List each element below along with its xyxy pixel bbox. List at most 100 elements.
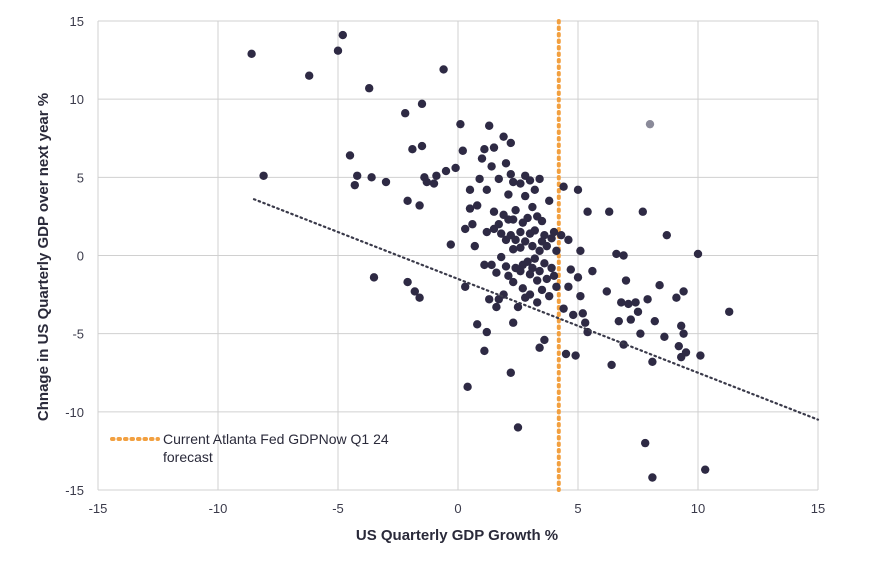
- y-tick-label: -15: [65, 483, 84, 498]
- data-point: [509, 245, 518, 254]
- data-point: [696, 351, 705, 360]
- data-point: [369, 273, 379, 282]
- data-point: [547, 263, 556, 273]
- data-point: [446, 240, 455, 249]
- data-point: [552, 282, 561, 291]
- data-point: [432, 171, 441, 180]
- data-point: [674, 341, 683, 351]
- data-point: [485, 121, 494, 130]
- data-point: [506, 368, 515, 377]
- data-point: [492, 268, 501, 277]
- y-tick-label: 5: [77, 170, 84, 185]
- data-point: [422, 177, 431, 187]
- data-point: [552, 246, 561, 256]
- data-point: [535, 343, 544, 352]
- data-point: [465, 185, 475, 195]
- data-point: [679, 329, 688, 338]
- data-point: [660, 332, 669, 341]
- data-point: [247, 49, 256, 59]
- data-point: [506, 138, 515, 148]
- data-point: [473, 201, 482, 210]
- data-point: [523, 213, 532, 223]
- x-tick-label: -15: [89, 501, 108, 516]
- data-point: [564, 282, 573, 291]
- data-point: [494, 220, 503, 229]
- data-point: [525, 176, 535, 185]
- data-point: [679, 287, 688, 296]
- data-point: [415, 293, 424, 302]
- data-point: [417, 99, 427, 109]
- data-point: [401, 109, 410, 118]
- gridlines: [97, 20, 819, 491]
- data-point: [528, 241, 537, 251]
- data-point: [403, 277, 412, 287]
- data-point: [367, 173, 376, 182]
- data-point: [648, 473, 657, 482]
- data-point: [475, 174, 484, 184]
- data-point: [602, 287, 611, 296]
- data-point: [408, 144, 417, 154]
- data-point: [509, 177, 518, 187]
- y-tick-label: -5: [72, 327, 84, 342]
- data-point: [516, 227, 525, 237]
- data-point: [545, 196, 554, 205]
- data-point: [487, 260, 496, 270]
- data-point: [638, 207, 647, 216]
- data-point: [528, 263, 537, 273]
- data-point: [345, 151, 355, 160]
- x-tick-label: 10: [691, 501, 705, 516]
- data-point: [477, 154, 487, 163]
- data-point: [516, 179, 525, 188]
- data-point: [513, 423, 523, 432]
- data-point: [509, 215, 518, 224]
- trendline-group: [252, 198, 820, 421]
- data-point: [621, 276, 631, 285]
- data-point: [501, 159, 511, 168]
- data-point: [468, 220, 477, 229]
- data-point: [540, 230, 549, 240]
- data-point: [540, 335, 549, 345]
- data-point: [631, 298, 640, 307]
- data-point: [501, 262, 511, 271]
- data-point: [549, 271, 559, 281]
- data-point: [617, 298, 626, 307]
- data-point: [461, 224, 470, 234]
- data-point: [559, 304, 568, 313]
- data-point: [650, 316, 659, 326]
- data-point: [530, 226, 539, 235]
- data-point: [480, 346, 489, 356]
- x-tick-label: -10: [209, 501, 228, 516]
- data-point: [381, 177, 391, 187]
- data-point: [439, 65, 448, 74]
- data-point: [504, 190, 513, 199]
- legend-label-line1: Current Atlanta Fed GDPNow Q1 24: [163, 431, 389, 447]
- data-point: [643, 295, 652, 304]
- x-tick-label: -5: [332, 501, 344, 516]
- data-point: [535, 266, 544, 276]
- data-point: [626, 315, 635, 324]
- data-point: [470, 241, 479, 251]
- data-point: [489, 207, 499, 216]
- data-point: [463, 382, 472, 392]
- data-point: [451, 163, 460, 173]
- data-point: [492, 302, 501, 312]
- data-point: [458, 146, 467, 155]
- data-point: [509, 318, 518, 327]
- data-point: [583, 207, 592, 216]
- y-tick-label: 15: [70, 14, 84, 29]
- data-point: [513, 302, 523, 312]
- data-point: [521, 191, 530, 201]
- data-point: [561, 349, 571, 359]
- data-point: [504, 271, 513, 281]
- data-point: [641, 438, 650, 448]
- data-point: [624, 299, 633, 309]
- data-point: [525, 290, 535, 299]
- data-point: [573, 185, 583, 195]
- data-point: [499, 132, 508, 141]
- data-point: [588, 266, 597, 276]
- data-point: [578, 309, 587, 318]
- data-point: [473, 320, 482, 329]
- data-point: [542, 274, 551, 284]
- data-point: [571, 351, 580, 360]
- data-point: [693, 249, 703, 259]
